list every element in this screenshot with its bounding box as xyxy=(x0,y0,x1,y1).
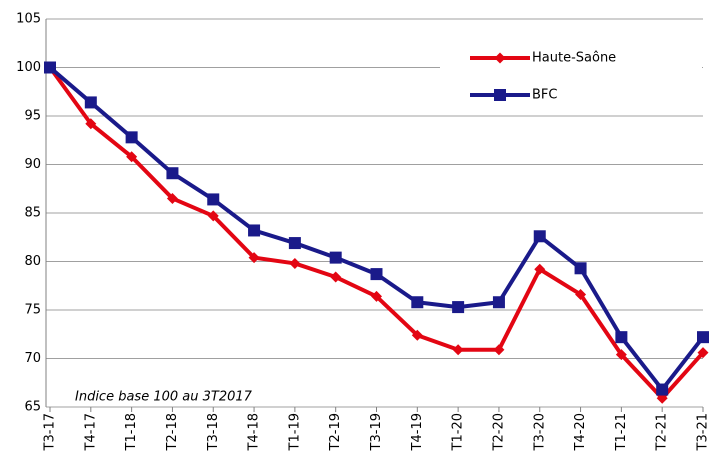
marker xyxy=(207,210,219,222)
marker xyxy=(492,296,505,309)
x-tick-label: T1-18 xyxy=(124,413,139,451)
marker xyxy=(44,61,56,74)
y-tick-label: 70 xyxy=(24,351,41,366)
marker xyxy=(411,329,423,341)
x-tick-label: T1-21 xyxy=(614,413,629,451)
legend-box xyxy=(440,38,702,112)
y-tick-label: 90 xyxy=(24,157,41,172)
y-tick-label: 85 xyxy=(24,206,41,221)
y-tick-label: 105 xyxy=(16,12,41,27)
marker xyxy=(289,257,301,269)
marker xyxy=(615,331,628,344)
marker xyxy=(656,383,669,396)
marker xyxy=(533,230,546,243)
marker xyxy=(288,237,301,250)
x-tick-label: T3-18 xyxy=(206,413,221,451)
x-tick-label: T2-20 xyxy=(491,413,506,451)
x-tick-label: T3-21 xyxy=(696,413,711,451)
marker xyxy=(371,290,382,302)
marker xyxy=(574,262,587,275)
x-tick-label: T1-19 xyxy=(287,413,302,451)
marker xyxy=(494,52,506,64)
marker xyxy=(370,268,383,281)
marker xyxy=(126,151,138,163)
marker xyxy=(166,167,179,180)
x-tick-label: T2-19 xyxy=(328,413,343,451)
marker xyxy=(248,224,261,237)
marker xyxy=(329,251,342,264)
series-line xyxy=(48,66,705,401)
x-tick-label: T2-18 xyxy=(165,413,180,451)
y-tick-label: 95 xyxy=(24,109,41,124)
x-tick-label: T4-20 xyxy=(573,413,588,451)
marker xyxy=(575,288,587,300)
x-tick-label: T3-17 xyxy=(43,413,58,451)
x-tick-label: T1-20 xyxy=(451,413,466,451)
x-tick-label: T3-19 xyxy=(369,413,384,451)
y-tick-label: 65 xyxy=(24,400,41,415)
marker xyxy=(534,263,546,275)
marker xyxy=(494,89,506,101)
marker xyxy=(493,344,505,356)
legend: Haute-Saône BFC xyxy=(440,38,702,112)
legend-label: Haute-Saône xyxy=(532,51,616,66)
marker xyxy=(452,344,464,356)
y-tick-label: 80 xyxy=(24,254,41,269)
marker xyxy=(85,118,97,130)
marker xyxy=(697,347,709,359)
y-tick-label: 100 xyxy=(16,60,41,75)
marker xyxy=(452,301,465,314)
y-tick-label: 75 xyxy=(24,303,41,318)
x-tick-label: T4-18 xyxy=(247,413,262,451)
x-tick-label: T4-19 xyxy=(410,413,425,451)
marker xyxy=(125,131,138,144)
marker xyxy=(615,349,627,361)
marker xyxy=(166,192,178,204)
marker xyxy=(330,271,342,283)
marker xyxy=(697,331,709,344)
marker xyxy=(411,296,424,309)
x-tick-label: T4-17 xyxy=(83,413,98,451)
marker xyxy=(84,96,97,109)
annotation: Indice base 100 au 3T2017 xyxy=(75,390,253,405)
marker xyxy=(207,193,220,206)
marker xyxy=(248,252,260,264)
x-tick-label: T3-20 xyxy=(532,413,547,451)
x-tick-label: T2-21 xyxy=(655,413,670,451)
legend-label: BFC xyxy=(532,88,557,103)
